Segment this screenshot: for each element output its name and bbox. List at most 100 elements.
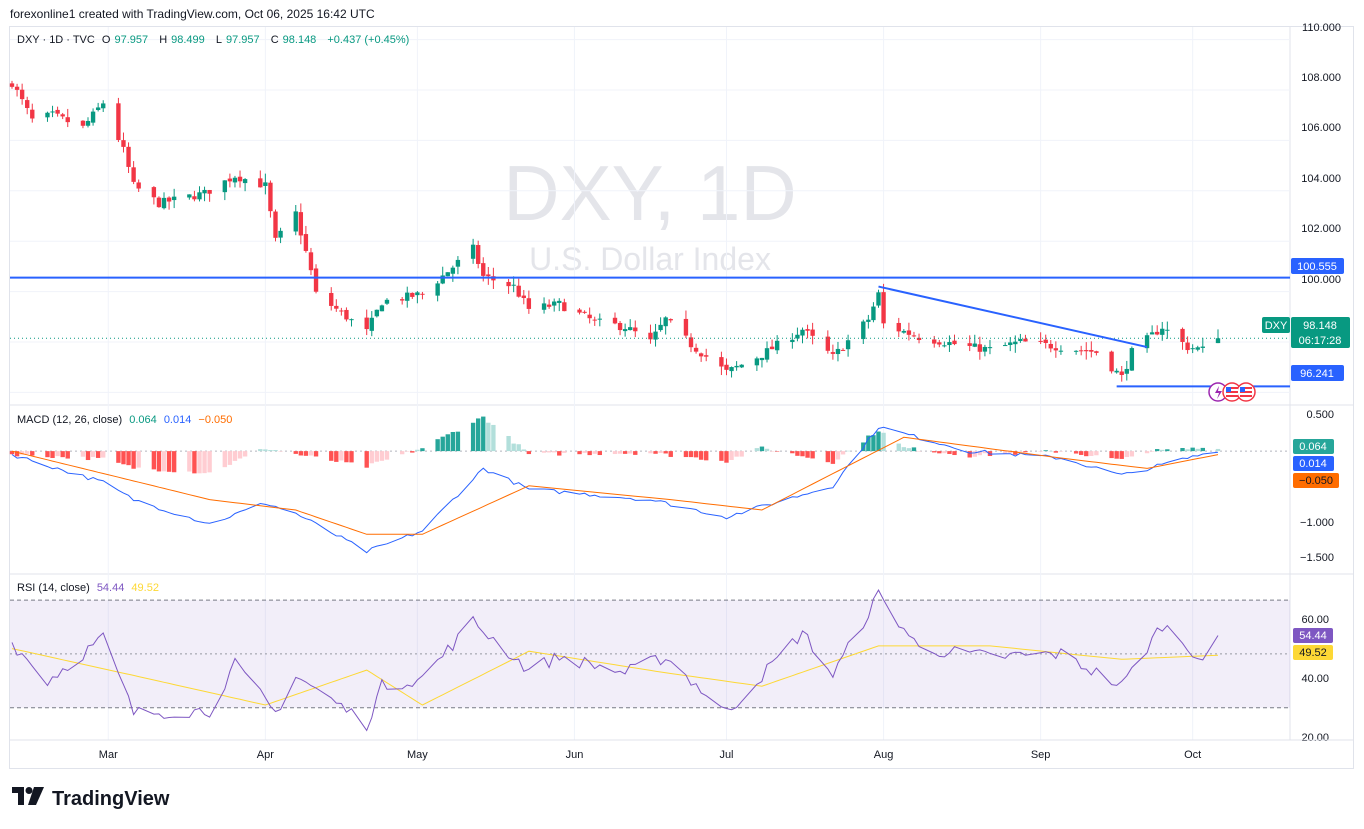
macd-histogram-bar <box>1185 449 1190 452</box>
candle <box>1180 328 1185 342</box>
candle <box>734 365 739 368</box>
candle <box>420 293 425 295</box>
rsi-legend[interactable]: RSI (14, close) 54.44 49.52 <box>17 582 163 594</box>
macd-title[interactable]: MACD (12, 26, close) <box>17 414 123 426</box>
candle <box>1165 329 1170 331</box>
macd-histogram-bar <box>329 451 334 461</box>
candle <box>972 343 977 347</box>
time-axis[interactable]: Mar Apr May Jun Jul Aug Sep Oct <box>99 749 1201 761</box>
candle <box>263 182 268 186</box>
macd-histogram-bar <box>379 451 385 461</box>
candle <box>693 347 699 352</box>
macd-histogram-bar <box>1195 448 1200 452</box>
candle <box>298 212 304 236</box>
macd-histogram-bar <box>435 439 440 452</box>
macd-histogram-bar <box>25 451 30 454</box>
candle <box>475 245 481 264</box>
candle <box>121 140 126 147</box>
macd-histogram-bar <box>942 451 947 454</box>
rsi-axis[interactable]: 60.00 40.00 20.00 <box>1301 614 1329 744</box>
macd-histogram-bar <box>491 424 496 452</box>
macd-histogram-bar <box>506 436 511 452</box>
macd-histogram-bar <box>1149 451 1155 452</box>
candle <box>769 346 775 350</box>
candle <box>845 340 851 350</box>
candle <box>95 107 101 110</box>
macd-histogram-bar <box>876 431 881 452</box>
candle <box>876 292 881 306</box>
macd-histogram-bar <box>861 442 866 452</box>
rsi-ma-line <box>11 645 1219 706</box>
macd-signal-label: −0.050 <box>1293 473 1339 488</box>
candle <box>14 86 20 90</box>
candle <box>932 339 937 344</box>
macd-histogram-bar <box>932 451 937 453</box>
candle <box>258 178 263 188</box>
macd-histogram-bar <box>1043 450 1048 452</box>
macd-histogram-bar <box>906 448 912 452</box>
candle <box>668 319 673 321</box>
candle <box>207 189 212 194</box>
candle <box>85 120 91 126</box>
candle <box>1053 348 1059 351</box>
macd-histogram-bar <box>648 451 653 454</box>
macd-histogram-bar <box>197 451 202 474</box>
time-tick: Oct <box>1184 749 1201 761</box>
drawings[interactable] <box>10 276 1290 388</box>
candle <box>232 177 238 183</box>
macd-histogram-bar <box>759 446 765 452</box>
macd-histogram-bar <box>937 451 942 454</box>
candle <box>25 100 30 108</box>
price-legend[interactable]: DXY · 1D · TVC O 97.957 H 98.499 L 97.957 C… <box>17 34 410 46</box>
macd-histogram-bar <box>774 451 780 452</box>
candle <box>435 283 440 296</box>
macd-histogram-bar <box>698 451 704 460</box>
candle <box>450 267 456 274</box>
macd-axis[interactable]: 0.500 −1.000 −1.500 <box>1300 409 1334 564</box>
macd-histogram-bar <box>450 431 456 452</box>
macd-histogram-bar <box>1038 451 1043 452</box>
symbol-label[interactable]: DXY · 1D · TVC <box>17 34 95 46</box>
candle <box>45 112 50 118</box>
rsi-ma-value: 49.52 <box>131 582 159 594</box>
candle <box>344 309 349 320</box>
candle <box>952 340 957 345</box>
macd-histogram-bar <box>1144 451 1150 454</box>
rsi-title[interactable]: RSI (14, close) <box>17 582 90 594</box>
macd-histogram-bar <box>719 451 724 461</box>
candle <box>1200 346 1205 348</box>
candle <box>65 117 70 123</box>
candle <box>1002 345 1008 347</box>
macd-histogram-bar <box>693 451 699 458</box>
price-axis[interactable]: 110.000 108.000 106.000 104.000 102.000 … <box>1301 22 1341 286</box>
macd-histogram-bar <box>481 416 486 452</box>
macd-histogram-bar <box>1073 451 1079 454</box>
tradingview-logo[interactable]: TradingView <box>12 787 169 811</box>
price-tick: 108.000 <box>1301 72 1341 84</box>
macd-histogram-bar <box>470 422 476 452</box>
macd-histogram-bar <box>161 451 167 472</box>
candle <box>197 192 202 200</box>
macd-histogram-bar <box>293 451 298 454</box>
macd-histogram-bar <box>521 449 526 452</box>
macd-histogram-bar <box>653 451 658 454</box>
candle <box>881 292 886 324</box>
macd-histogram-bar <box>830 451 836 464</box>
macd-histogram-bar <box>769 451 775 452</box>
macd-signal-value: −0.050 <box>198 414 233 426</box>
macd-histogram-bar <box>486 422 491 452</box>
macd-legend[interactable]: MACD (12, 26, close) 0.064 0.014 −0.050 <box>17 414 236 426</box>
macd-histogram-bar <box>1089 451 1094 456</box>
macd-histogram-bar <box>810 451 815 459</box>
candle <box>1144 335 1150 349</box>
time-tick: Jun <box>566 749 584 761</box>
candle <box>526 298 532 309</box>
candle <box>399 299 405 301</box>
events-icon[interactable] <box>1208 382 1256 402</box>
chart-frame <box>9 26 1354 769</box>
candle <box>800 329 805 336</box>
candle <box>1038 340 1043 342</box>
bar-countdown: 06:17:28 <box>1299 335 1342 347</box>
candle <box>840 349 846 351</box>
